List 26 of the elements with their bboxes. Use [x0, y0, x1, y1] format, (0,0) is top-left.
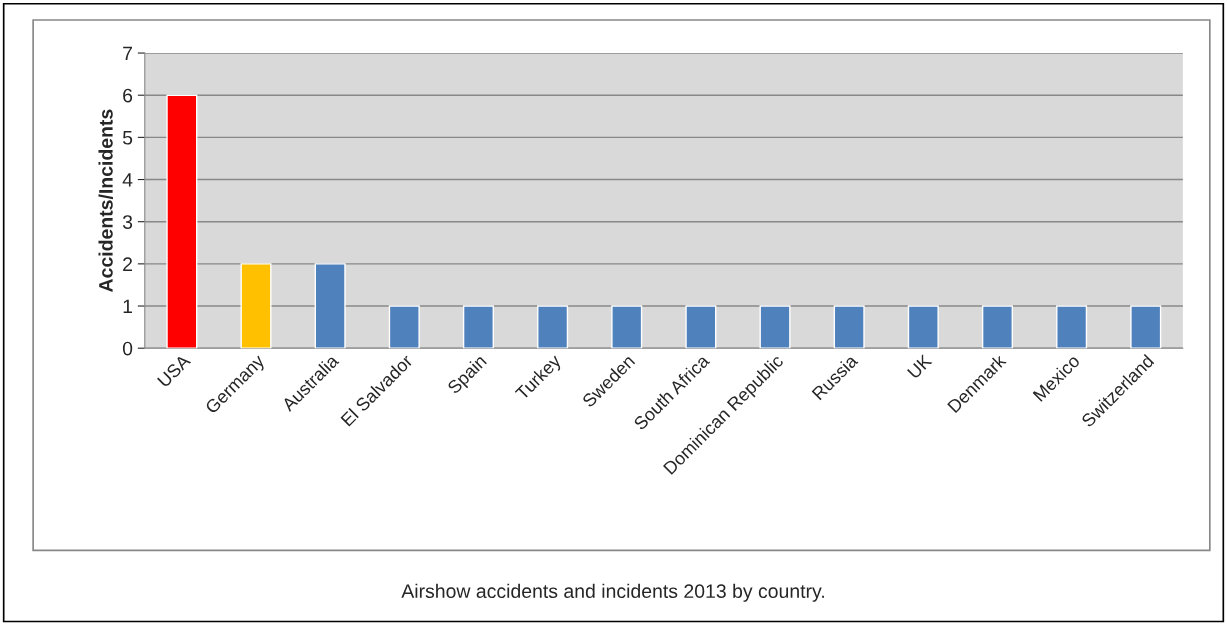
y-tick-label: 7 — [123, 46, 133, 61]
bar — [166, 94, 198, 349]
bar — [1130, 305, 1162, 349]
bar — [314, 263, 346, 349]
y-tick-label: 2 — [123, 257, 133, 271]
bar — [611, 305, 643, 349]
bar — [1056, 305, 1088, 349]
bar — [240, 263, 272, 349]
bar — [537, 305, 569, 349]
bar — [833, 305, 865, 349]
y-tick-label: 3 — [122, 215, 133, 229]
y-tick-label: 5 — [122, 131, 133, 145]
y-tick-label: 4 — [122, 173, 133, 187]
bar — [462, 305, 494, 349]
x-tick-label: USA — [156, 353, 192, 388]
y-tick-label: 0 — [122, 341, 133, 356]
x-tick-label: UK — [907, 353, 933, 380]
bar — [981, 305, 1013, 349]
y-axis-title: Accidents/Incidents — [98, 109, 113, 292]
bar — [685, 305, 717, 349]
bar — [388, 305, 420, 349]
y-tick-label: 1 — [123, 299, 133, 314]
bar — [907, 305, 939, 349]
y-tick-label: 6 — [123, 88, 133, 103]
bar — [759, 305, 791, 349]
text: Airshow accidents and incidents 2013 by country. — [401, 583, 824, 602]
